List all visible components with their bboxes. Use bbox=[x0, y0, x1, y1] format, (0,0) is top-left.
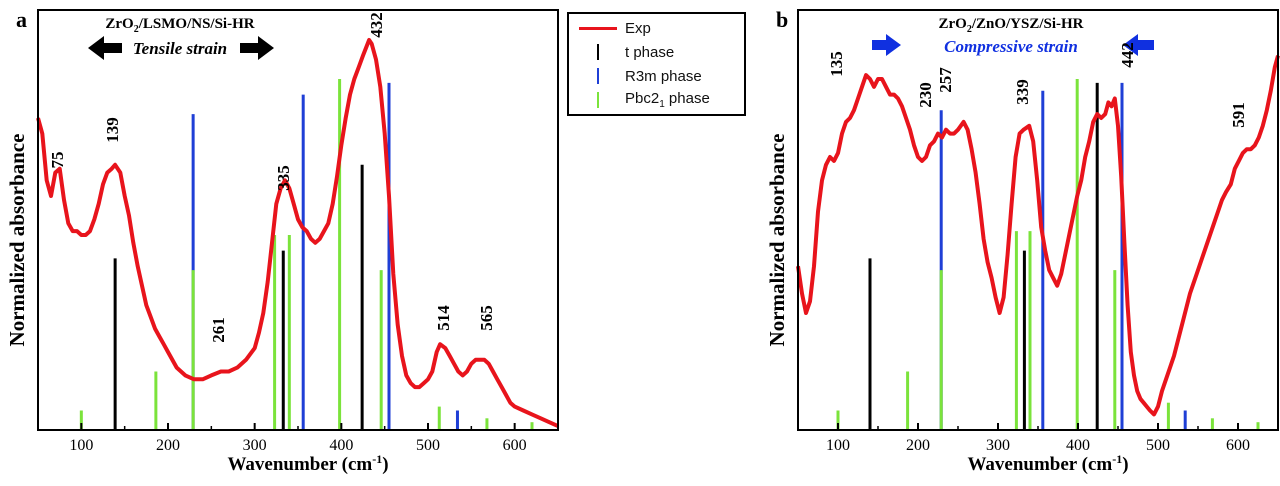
panel-b-left-arrow-icon bbox=[1123, 34, 1154, 56]
panel-b-x-axis-label: Wavenumber (cm-1) bbox=[967, 452, 1128, 475]
legend-label-r3m-phase: R3m phase bbox=[625, 67, 702, 85]
panel-b-x-tick-label: 500 bbox=[1146, 437, 1170, 454]
panel-a-x-tick-label: 100 bbox=[69, 437, 93, 454]
panel-a-x-tick-label: 500 bbox=[416, 437, 440, 454]
panel-b-x-tick-label: 600 bbox=[1226, 437, 1250, 454]
panel-b-peak-label: 257 bbox=[936, 67, 955, 93]
panel-a-letter: a bbox=[16, 7, 27, 32]
panel-b-x-tick-label: 100 bbox=[826, 437, 850, 454]
panel-b-peak-label: 230 bbox=[916, 82, 935, 108]
legend-entry-pbc21-phase: Pbc21 phase bbox=[569, 89, 710, 111]
panel-a-right-arrow-icon bbox=[240, 36, 274, 60]
legend-swatch-t-phase bbox=[597, 44, 599, 60]
panel-b-x-tick-label: 200 bbox=[906, 437, 930, 454]
panel-a-strain-label: Tensile strain bbox=[133, 39, 227, 58]
legend-swatch-r3m-phase bbox=[597, 68, 599, 84]
panel-a-peak-label: 261 bbox=[209, 317, 228, 343]
panel-b-strain-label: Compressive strain bbox=[944, 37, 1078, 56]
panel-b-exp-line bbox=[796, 55, 1280, 417]
panel-b-x-tick-label: 400 bbox=[1066, 437, 1090, 454]
panel-b-heading: ZrO2/ZnO/YSZ/Si-HR bbox=[938, 16, 1083, 35]
panel-b-peak-label: 135 bbox=[827, 51, 846, 77]
legend-label-exp: Exp bbox=[625, 19, 651, 37]
panel-a-left-arrow-icon bbox=[88, 36, 122, 60]
panel-b-chart: 100 200 300 400 500 600 Wavenumber (cm-1) Norma… bbox=[765, 9, 1280, 475]
legend-entry-exp: Exp bbox=[569, 17, 651, 39]
panel-a-heading: ZrO2/LSMO/NS/Si-HR bbox=[105, 16, 254, 35]
panel-a-peak-label: 514 bbox=[434, 305, 453, 331]
panel-a-x-tick-label: 300 bbox=[243, 437, 267, 454]
legend-entry-t-phase: t phase bbox=[569, 41, 674, 63]
panel-a-exp-line bbox=[36, 38, 559, 428]
legend-label-pbc21-phase: Pbc21 phase bbox=[625, 90, 710, 110]
legend-label-t-phase: t phase bbox=[625, 43, 675, 61]
panel-a-chart: 100 200 300 400 500 600 Wavenumber (cm-1) Norma… bbox=[5, 9, 559, 475]
panel-b-x-tick-label: 300 bbox=[986, 437, 1010, 454]
panel-b-peak-label: 442 bbox=[1118, 42, 1137, 68]
panel-a-x-tick-label: 200 bbox=[156, 437, 180, 454]
panel-b-y-axis-label: Normalized absorbance bbox=[765, 134, 789, 347]
panel-a-peak-label: 335 bbox=[274, 165, 293, 191]
legend-swatch-exp bbox=[579, 26, 617, 30]
panel-b-right-arrow-icon bbox=[872, 34, 901, 56]
panel-a-x-tick-label: 400 bbox=[329, 437, 353, 454]
legend-swatch-pbc21-phase bbox=[597, 92, 599, 108]
panel-b-peak-label: 591 bbox=[1229, 102, 1248, 128]
panel-a-x-axis-label: Wavenumber (cm-1) bbox=[227, 452, 388, 475]
panel-a-y-axis-label: Normalized absorbance bbox=[5, 134, 29, 347]
panel-a-peak-label: 565 bbox=[477, 305, 496, 331]
panel-b-peak-label: 339 bbox=[1013, 79, 1032, 105]
legend-entry-r3m-phase: R3m phase bbox=[569, 65, 702, 87]
panel-a-peak-label: 75 bbox=[48, 152, 67, 169]
panel-a-x-tick-label: 600 bbox=[503, 437, 527, 454]
panel-a-peak-label: 432 bbox=[367, 12, 386, 38]
panel-b-letter: b bbox=[776, 7, 788, 32]
panel-a-peak-label: 139 bbox=[103, 117, 122, 143]
legend: Exp t phase R3m phase Pbc21 phase bbox=[567, 12, 746, 116]
